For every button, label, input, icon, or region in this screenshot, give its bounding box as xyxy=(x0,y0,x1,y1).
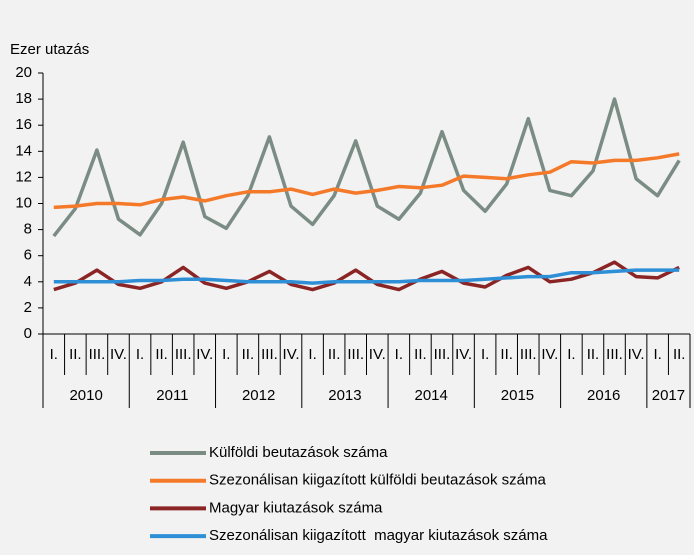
legend-label: Külföldi beutazások száma xyxy=(209,444,388,461)
x-tick-label: II. xyxy=(500,346,513,363)
y-tick-label: 14 xyxy=(15,142,32,159)
series-line xyxy=(53,152,680,210)
x-tick-label: II. xyxy=(242,346,255,363)
y-tick-label: 10 xyxy=(15,194,32,211)
x-tick-label: III. xyxy=(434,346,451,363)
x-tick-label: II. xyxy=(69,346,82,363)
year-label: 2012 xyxy=(242,387,275,404)
x-tick-label: I. xyxy=(222,346,230,363)
year-label: 2013 xyxy=(328,387,361,404)
series-line xyxy=(53,260,680,292)
x-tick-label: I. xyxy=(567,346,575,363)
y-tick-label: 0 xyxy=(24,325,32,342)
x-tick-label: IV. xyxy=(283,346,300,363)
x-tick-label: IV. xyxy=(196,346,213,363)
y-tick-label: 4 xyxy=(24,273,32,290)
x-tick-label: I. xyxy=(308,346,316,363)
y-tick-label: 2 xyxy=(24,299,32,316)
y-tick-label: 12 xyxy=(15,168,32,185)
x-tick-label: III. xyxy=(89,346,106,363)
x-tick-label: I. xyxy=(136,346,144,363)
y-axis-title: Ezer utazás xyxy=(10,41,89,58)
x-tick-label: II. xyxy=(155,346,168,363)
y-tick-label: 16 xyxy=(15,116,32,133)
year-label: 2016 xyxy=(587,387,620,404)
x-tick-label: IV. xyxy=(110,346,127,363)
x-tick-label: I. xyxy=(481,346,489,363)
year-label: 2014 xyxy=(415,387,448,404)
x-tick-label: II. xyxy=(673,346,686,363)
x-tick-label: IV. xyxy=(541,346,558,363)
x-tick-label: I. xyxy=(395,346,403,363)
x-tick-label: II. xyxy=(414,346,427,363)
legend-label: Szezonálisan kiigazított külföldi beutaz… xyxy=(209,472,547,489)
x-tick-label: IV. xyxy=(455,346,472,363)
x-tick-label: III. xyxy=(520,346,537,363)
x-tick-label: III. xyxy=(347,346,364,363)
x-tick-label: III. xyxy=(261,346,278,363)
x-tick-label: III. xyxy=(606,346,623,363)
year-label: 2010 xyxy=(69,387,102,404)
x-tick-label: I. xyxy=(653,346,661,363)
series-line xyxy=(52,97,681,238)
series-line xyxy=(53,268,680,285)
x-tick-label: IV. xyxy=(628,346,645,363)
year-label: 2011 xyxy=(156,387,188,404)
year-label: 2015 xyxy=(501,387,534,404)
x-tick-label: II. xyxy=(587,346,600,363)
x-tick-label: I. xyxy=(50,346,58,363)
legend-label: Szezonálisan kiigazított magyar kiutazás… xyxy=(209,527,548,544)
x-tick-label: II. xyxy=(328,346,341,363)
y-tick-label: 8 xyxy=(24,221,32,238)
x-tick-label: IV. xyxy=(369,346,386,363)
x-tick-label: III. xyxy=(175,346,192,363)
legend-label: Magyar kiutazások száma xyxy=(209,499,383,516)
y-tick-label: 18 xyxy=(15,90,32,107)
y-tick-label: 6 xyxy=(24,247,32,264)
year-label: 2017 xyxy=(652,387,685,404)
y-tick-label: 20 xyxy=(15,64,32,81)
